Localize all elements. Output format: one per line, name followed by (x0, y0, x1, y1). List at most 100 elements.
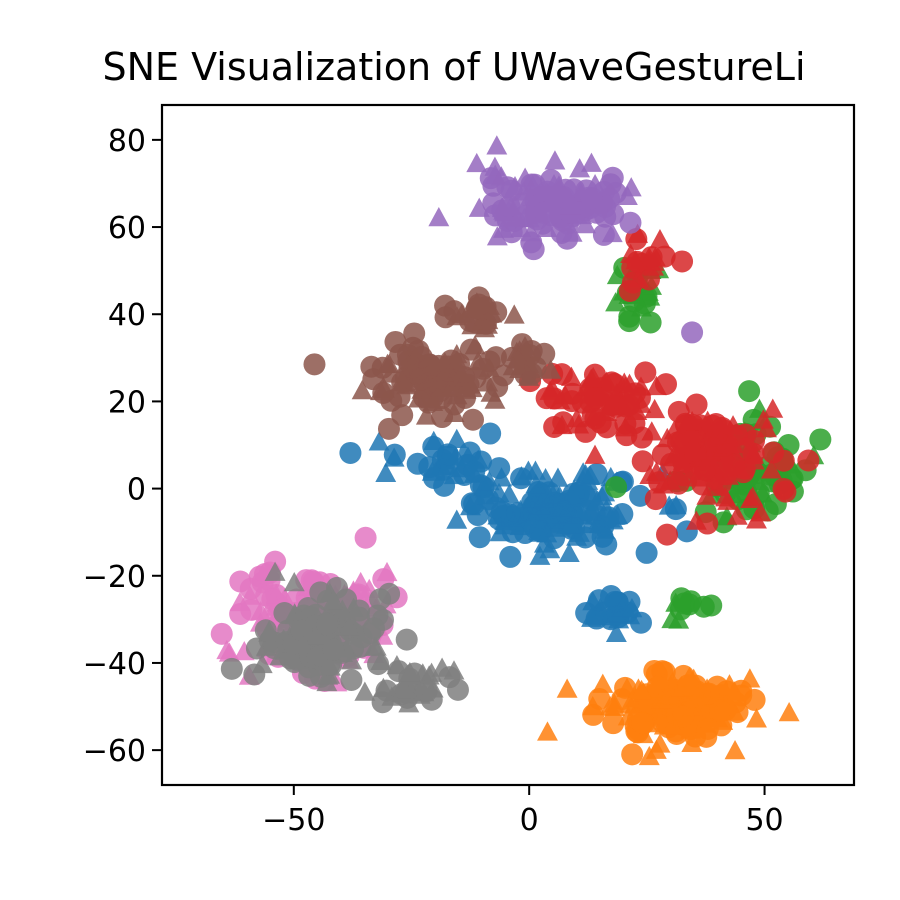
scatter-point-circle (695, 725, 718, 748)
scatter-point-triangle (540, 359, 562, 379)
scatter-point-triangle (762, 398, 784, 418)
scatter-point-circle (377, 417, 400, 440)
scatter-point-circle (762, 441, 785, 464)
scatter-point-triangle (443, 660, 465, 680)
scatter-point-circle (654, 373, 677, 396)
scatter-point-circle (705, 424, 728, 447)
scatter-point-circle (384, 330, 407, 353)
scatter-point-circle (635, 541, 658, 564)
scatter-point-triangle (264, 561, 286, 581)
scatter-point-triangle (606, 603, 627, 623)
scatter-point-circle (371, 691, 394, 714)
scatter-point-triangle (251, 653, 273, 674)
scatter-point-triangle (428, 206, 450, 227)
scatter-point-circle (462, 408, 485, 431)
scatter-point-triangle (566, 408, 588, 428)
scatter-point-circle (619, 211, 642, 234)
y-tick-label: 20 (108, 385, 146, 420)
scatter-point-circle (420, 688, 443, 711)
plot-frame (160, 103, 856, 787)
scatter-point-circle (383, 443, 406, 466)
scatter-point-triangle (533, 488, 554, 508)
scatter-point-triangle (265, 583, 287, 604)
y-tick-label: −20 (83, 560, 146, 595)
scatter-point-circle (369, 588, 392, 611)
scatter-point-triangle (503, 304, 525, 324)
scatter-point-circle (601, 166, 624, 189)
scatter-point-triangle (368, 431, 390, 451)
scatter-point-triangle (547, 467, 569, 487)
scatter-point-circle (484, 346, 507, 369)
scatter-point-triangle (455, 379, 477, 399)
scatter-point-circle (363, 617, 386, 640)
x-axis: −50 0 50 (262, 785, 784, 838)
scatter-point-circle (340, 669, 363, 692)
scatter-point-circle (667, 472, 690, 495)
scatter-point-triangle (650, 688, 672, 709)
scatter-point-circle (524, 356, 547, 379)
scatter-point-triangle (620, 177, 642, 197)
scatter-point-triangle (681, 410, 703, 431)
scatter-point-triangle (662, 714, 683, 735)
scatter-point-circle (585, 607, 608, 630)
scatter-point-triangle (603, 693, 625, 713)
scatter-point-triangle (446, 350, 468, 370)
scatter-point-circle (639, 311, 662, 334)
scatter-point-triangle (431, 657, 453, 677)
scatter-point-circle (581, 403, 604, 426)
scatter-point-circle (522, 238, 545, 261)
scatter-point-circle (615, 424, 638, 447)
scatter-point-circle (552, 500, 575, 523)
scatter-point-circle (395, 628, 418, 651)
scatter-point-circle (403, 322, 426, 345)
scatter-point-triangle (514, 167, 536, 187)
scatter-point-circle (605, 476, 628, 499)
scatter-point-triangle (561, 222, 583, 242)
scatter-points (210, 135, 832, 766)
scatter-point-triangle (746, 509, 767, 529)
scatter-point-triangle (422, 391, 444, 412)
scatter-point-triangle (560, 195, 582, 215)
scatter-point-triangle (620, 243, 642, 263)
scatter-point-triangle (638, 250, 660, 270)
scatter-point-circle (734, 437, 757, 460)
scatter-point-triangle (537, 721, 558, 741)
scatter-point-circle (431, 406, 454, 429)
scatter-point-triangle (486, 135, 508, 155)
scatter-point-triangle (717, 490, 739, 510)
scatter-point-triangle (685, 510, 707, 530)
scatter-point-circle (354, 526, 377, 549)
scatter-point-triangle (601, 222, 623, 243)
scatter-point-triangle (477, 372, 499, 392)
scatter-point-triangle (752, 409, 774, 429)
scatter-point-triangle (558, 542, 580, 563)
scatter-point-triangle (376, 561, 398, 582)
scatter-point-circle (600, 585, 623, 608)
scatter-point-triangle (473, 484, 495, 505)
scatter-point-circle (418, 456, 441, 479)
scatter-point-circle (463, 460, 486, 483)
scatter-point-triangle (726, 505, 748, 525)
scatter-point-circle (623, 382, 646, 405)
scatter-point-circle (673, 592, 696, 615)
scatter-point-circle (468, 526, 491, 549)
scatter-point-triangle (621, 598, 643, 618)
scatter-point-triangle (718, 434, 740, 454)
y-tick-label: −60 (83, 734, 146, 769)
scatter-point-circle (709, 699, 732, 722)
scatter-point-triangle (605, 292, 627, 312)
scatter-point-circle (738, 380, 761, 403)
scatter-point-circle (309, 581, 332, 604)
scatter-point-circle (634, 361, 657, 384)
scatter-point-circle (681, 321, 704, 344)
scatter-point-triangle (484, 389, 506, 409)
scatter-point-circle (611, 503, 634, 526)
scatter-point-circle (667, 400, 690, 423)
x-tick-label: 50 (745, 803, 783, 838)
scatter-point-circle (210, 622, 233, 645)
scatter-point-circle (677, 674, 700, 697)
scatter-point-circle (672, 705, 695, 728)
y-tick-label: 0 (127, 473, 146, 508)
scatter-point-triangle (665, 494, 687, 515)
scatter-point-triangle (490, 166, 512, 186)
